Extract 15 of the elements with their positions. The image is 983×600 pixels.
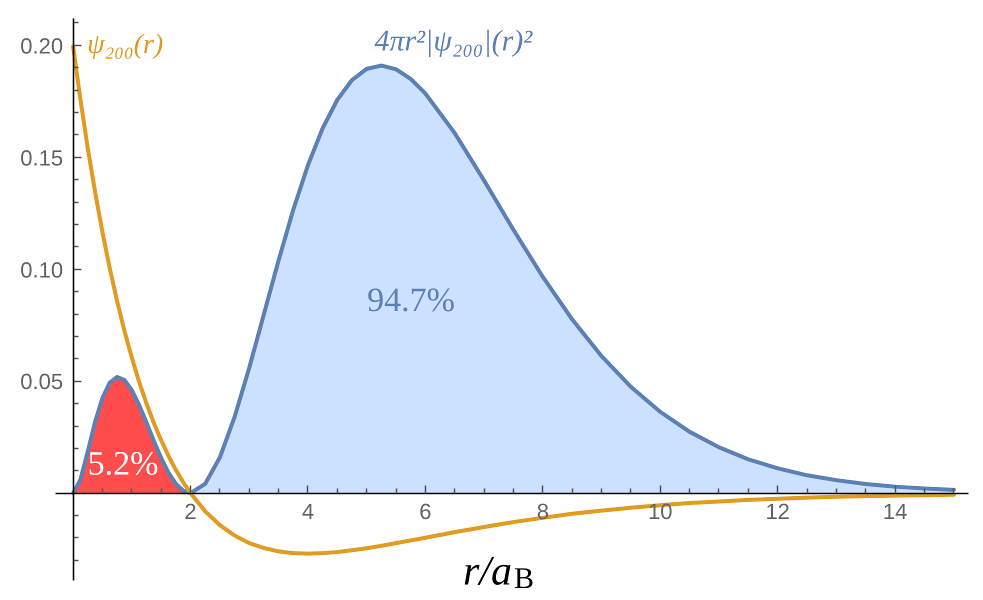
series-label: 4πr²|ψ₂₀₀|(r)² — [374, 24, 534, 58]
x-tick-label: 10 — [648, 499, 672, 524]
y-tick-label: 0.20 — [20, 33, 64, 58]
annotation: 94.7% — [367, 282, 455, 320]
x-tick-label: 2 — [184, 499, 197, 524]
series-label: ψ₂₀₀(r) — [87, 28, 164, 60]
y-tick-label: 0.10 — [20, 257, 64, 282]
annotation: 5.2% — [88, 446, 158, 483]
y-tick-label: 0.05 — [20, 369, 64, 394]
x-tick-label: 12 — [765, 499, 790, 524]
x-tick-label: 4 — [302, 499, 314, 524]
x-tick-label: 6 — [419, 499, 432, 524]
x-axis-title: r/aB — [462, 548, 534, 595]
y-tick-label: 0.15 — [20, 145, 64, 170]
x-tick-label: 14 — [882, 499, 908, 524]
